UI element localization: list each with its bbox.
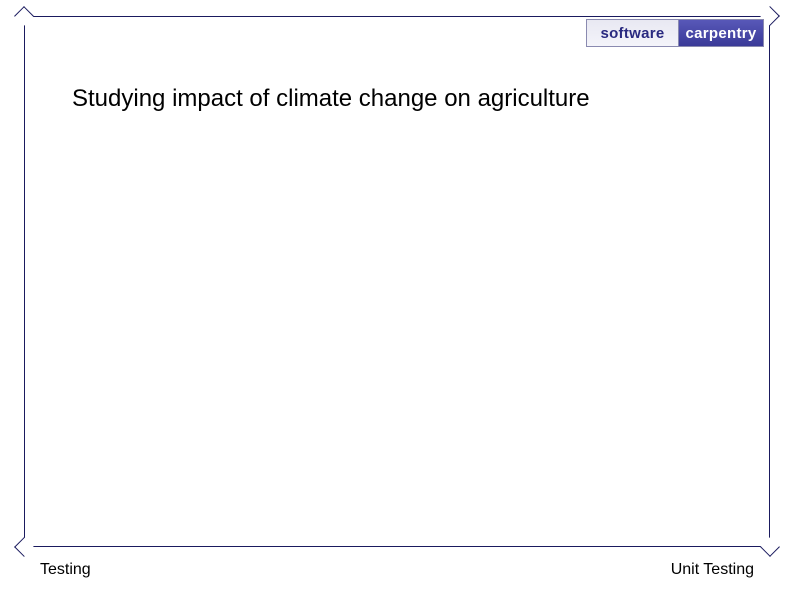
- logo-right-panel: carpentry: [679, 20, 763, 46]
- slide-heading: Studying impact of climate change on agr…: [72, 85, 590, 113]
- logo-left-text: software: [600, 25, 664, 42]
- logo: software carpentry: [586, 19, 764, 47]
- logo-left-panel: software: [587, 20, 679, 46]
- logo-right-text: carpentry: [685, 25, 756, 42]
- footer-right: Unit Testing: [671, 561, 754, 579]
- footer-left: Testing: [40, 561, 91, 579]
